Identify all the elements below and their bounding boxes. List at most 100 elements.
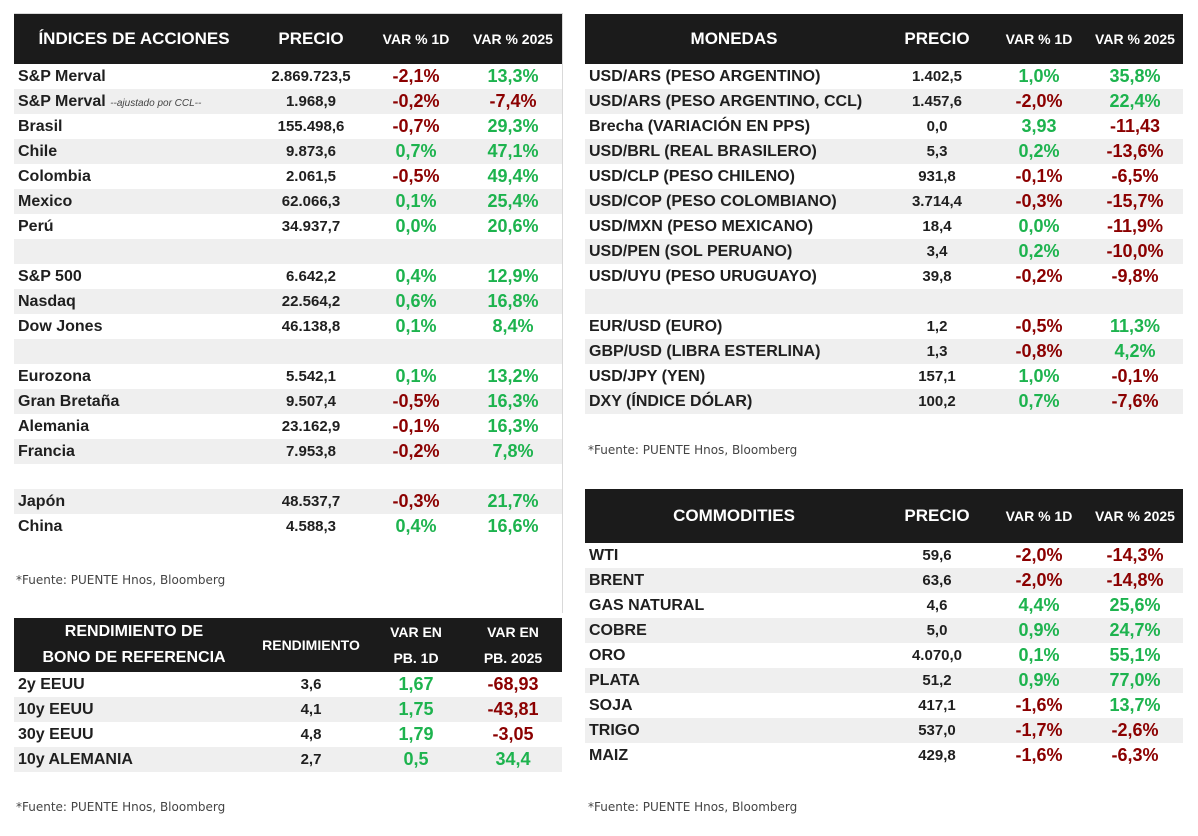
- row-name: Japón: [14, 489, 254, 514]
- row-name-text: USD/COP (PESO COLOMBIANO): [589, 192, 837, 210]
- row-name-text: USD/BRL (REAL BRASILERO): [589, 142, 817, 160]
- row-price: 9.507,4: [254, 389, 368, 414]
- row-change-1d: -2,0%: [991, 89, 1087, 114]
- row-name-text: Nasdaq: [18, 292, 76, 310]
- row-change-2025: 25,4%: [464, 189, 562, 214]
- row-change-1d: -0,3%: [991, 189, 1087, 214]
- bonds-header-name-line2: BONO DE REFERENCIA: [42, 649, 226, 666]
- table-row: 30y EEUU 4,8 1,79 -3,05: [14, 722, 562, 747]
- row-price: 2.869.723,5: [271, 68, 351, 85]
- row-change-2025: -15,7%: [1087, 189, 1183, 214]
- row-name: S&P Merval --ajustado por CCL--: [14, 89, 254, 114]
- row-name: Brasil: [14, 114, 254, 139]
- commodities-table: COMMODITIES PRECIO VAR % 1D VAR % 2025 W…: [585, 489, 1183, 768]
- row-name-text: Alemania: [18, 417, 90, 435]
- row-change-1d: -0,8%: [991, 339, 1087, 364]
- row-price: 5,3: [883, 139, 991, 164]
- row-change-1d: -0,1%: [392, 416, 440, 436]
- table-row: USD/BRL (REAL BRASILERO) 5,3 0,2% -13,6%: [585, 139, 1183, 164]
- table-row: BRENT 63,6 -2,0% -14,8%: [585, 568, 1183, 593]
- row-change-1d: 0,0%: [395, 216, 437, 236]
- vertical-separator: [562, 13, 563, 613]
- row-change-2025: -14,3%: [1106, 545, 1164, 565]
- row-change-2025: 8,4%: [492, 316, 534, 336]
- commodities-body: WTI 59,6 -2,0% -14,3% BRENT 63,6 -2,0% -14,8% GA…: [585, 543, 1183, 768]
- row-change-1d: -0,5%: [368, 389, 464, 414]
- row-name: USD/JPY (YEN): [585, 364, 883, 389]
- row-change-2025: 13,2%: [487, 366, 539, 386]
- row-change-2025: 7,8%: [464, 439, 562, 464]
- table-row: 10y ALEMANIA 2,7 0,5 34,4: [14, 747, 562, 772]
- row-price: 537,0: [883, 718, 991, 743]
- table-row: USD/ARS (PESO ARGENTINO) 1.402,5 1,0% 35,8%: [585, 64, 1183, 89]
- row-price: 4,6: [926, 597, 948, 614]
- row-price: 1.457,6: [883, 89, 991, 114]
- row-price: 48.537,7: [254, 489, 368, 514]
- row-change-2025: -0,1%: [1111, 366, 1159, 386]
- row-price: 9.873,6: [254, 139, 368, 164]
- row-name-text: Chile: [18, 142, 58, 160]
- currencies-panel: MONEDAS PRECIO VAR % 1D VAR % 2025 USD/A…: [585, 14, 1183, 414]
- row-name-text: Dow Jones: [18, 317, 103, 335]
- row-name: SOJA: [585, 693, 883, 718]
- row-name: 10y ALEMANIA: [14, 747, 254, 772]
- row-name-text: GBP/USD (LIBRA ESTERLINA): [589, 342, 821, 360]
- row-price: 1.968,9: [254, 89, 368, 114]
- row-name: USD/COP (PESO COLOMBIANO): [585, 189, 883, 214]
- row-change-1d: 0,1%: [395, 366, 437, 386]
- row-name-text: Eurozona: [18, 367, 91, 385]
- row-change-1d: 0,4%: [395, 516, 437, 536]
- bonds-header-2025-line1: VAR EN: [487, 624, 539, 640]
- empty-cell: [368, 339, 464, 364]
- row-change-1d: -2,0%: [991, 568, 1087, 593]
- empty-cell: [1087, 289, 1183, 314]
- row-name-text: S&P Merval: [18, 67, 106, 85]
- row-name: Mexico: [14, 189, 254, 214]
- table-row: PLATA 51,2 0,9% 77,0%: [585, 668, 1183, 693]
- row-change-1d: -0,2%: [368, 439, 464, 464]
- bonds-header-2025: VAR EN PB. 2025: [464, 618, 562, 672]
- row-change-2025: 29,3%: [487, 116, 539, 136]
- table-row: Perú 34.937,7 0,0% 20,6%: [14, 214, 562, 239]
- table-row: S&P Merval 2.869.723,5 -2,1% 13,3%: [14, 64, 562, 89]
- row-name: 30y EEUU: [14, 722, 254, 747]
- row-name: USD/PEN (SOL PERUANO): [585, 239, 883, 264]
- commodities-header-1d: VAR % 1D: [991, 489, 1087, 543]
- row-name: Perú: [14, 214, 254, 239]
- row-change-2025: 34,4: [464, 747, 562, 772]
- table-row: SOJA 417,1 -1,6% 13,7%: [585, 693, 1183, 718]
- empty-cell: [14, 339, 254, 364]
- row-change-1d: 0,1%: [368, 189, 464, 214]
- row-name-text: EUR/USD (EURO): [589, 317, 723, 335]
- row-name: DXY (ÍNDICE DÓLAR): [585, 389, 883, 414]
- currencies-header-2025: VAR % 2025: [1087, 14, 1183, 64]
- row-change-1d: -0,5%: [1015, 316, 1063, 336]
- empty-cell: [464, 239, 562, 264]
- row-price: 46.138,8: [281, 318, 341, 335]
- currencies-body: USD/ARS (PESO ARGENTINO) 1.402,5 1,0% 35,8%…: [585, 64, 1183, 414]
- row-name-text: 2y EEUU: [18, 675, 85, 693]
- row-change-2025: -3,05: [492, 724, 534, 744]
- row-name: USD/UYU (PESO URUGUAYO): [585, 264, 883, 289]
- empty-cell: [991, 289, 1087, 314]
- row-name: S&P Merval: [14, 64, 254, 89]
- row-name-text: DXY (ÍNDICE DÓLAR): [589, 392, 753, 410]
- row-name-text: China: [18, 517, 63, 535]
- row-name-text: MAIZ: [589, 746, 629, 764]
- row-change-1d: 0,6%: [368, 289, 464, 314]
- row-price: 2.061,5: [285, 168, 337, 185]
- row-name-text: Perú: [18, 217, 54, 235]
- currencies-source: *Fuente: PUENTE Hnos, Bloomberg: [588, 443, 798, 457]
- row-change-2025: -7,4%: [464, 89, 562, 114]
- bonds-table: RENDIMIENTO DE BONO DE REFERENCIA RENDIM…: [14, 618, 562, 772]
- bonds-header-1d-line2: PB. 1D: [393, 650, 439, 666]
- indices-header-1d: VAR % 1D: [368, 14, 464, 64]
- row-change-2025: 47,1%: [464, 139, 562, 164]
- table-row: USD/PEN (SOL PERUANO) 3,4 0,2% -10,0%: [585, 239, 1183, 264]
- row-change-1d: 0,4%: [395, 266, 437, 286]
- empty-cell: [368, 464, 464, 489]
- row-name: Chile: [14, 139, 254, 164]
- spacer-row: [14, 239, 562, 264]
- table-row: 10y EEUU 4,1 1,75 -43,81: [14, 697, 562, 722]
- row-price: 157,1: [918, 368, 956, 385]
